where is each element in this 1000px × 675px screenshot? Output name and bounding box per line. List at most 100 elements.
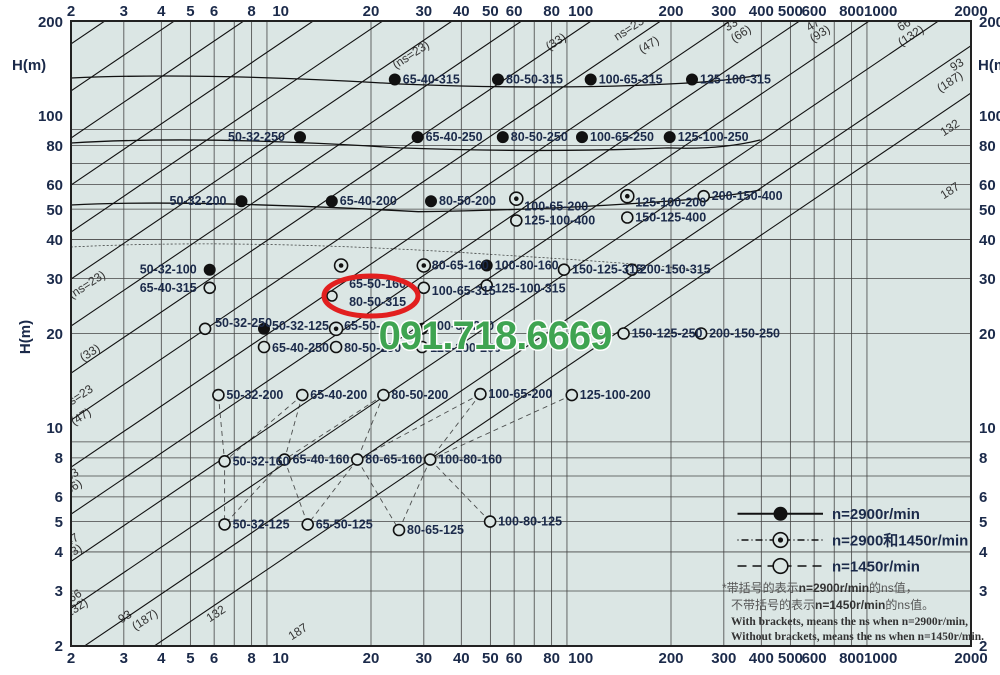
svg-text:1000: 1000 [864, 3, 897, 20]
svg-text:30: 30 [415, 650, 432, 667]
svg-text:125-100-250: 125-100-250 [678, 130, 749, 144]
svg-text:With brackets, means the ns wh: With brackets, means the ns when n=2900r… [731, 616, 968, 628]
svg-text:100-65-200: 100-65-200 [524, 200, 588, 214]
svg-text:不带括号的表示n=1450r/min的ns值。: 不带括号的表示n=1450r/min的ns值。 [731, 597, 934, 612]
svg-text:125-100-400: 125-100-400 [524, 214, 595, 228]
svg-text:400: 400 [749, 3, 774, 20]
svg-text:6: 6 [210, 3, 218, 20]
svg-text:6: 6 [55, 489, 63, 506]
svg-text:150-125-250: 150-125-250 [632, 327, 703, 341]
svg-text:80-50-200: 80-50-200 [391, 388, 448, 402]
svg-text:H(m): H(m) [12, 57, 46, 74]
svg-text:500: 500 [778, 3, 803, 20]
svg-text:125-100-315: 125-100-315 [700, 73, 771, 87]
svg-text:40: 40 [453, 650, 470, 667]
svg-text:800: 800 [839, 650, 864, 667]
svg-text:65-40-160: 65-40-160 [293, 453, 350, 467]
svg-text:8: 8 [55, 450, 63, 467]
svg-text:50-32-125: 50-32-125 [233, 517, 290, 531]
svg-text:80-65-160: 80-65-160 [432, 259, 489, 273]
svg-text:80-65-125: 80-65-125 [407, 523, 464, 537]
svg-text:4: 4 [55, 544, 64, 561]
svg-text:2: 2 [67, 650, 75, 667]
svg-text:600: 600 [802, 3, 827, 20]
svg-text:2: 2 [55, 638, 63, 655]
svg-text:125-100-200: 125-100-200 [580, 388, 651, 402]
svg-text:50: 50 [482, 650, 499, 667]
svg-text:20: 20 [363, 3, 380, 20]
svg-text:60: 60 [46, 177, 63, 194]
svg-text:100-80-125: 100-80-125 [498, 515, 562, 529]
svg-text:65-50-: 65-50- [344, 319, 380, 333]
svg-text:10: 10 [46, 420, 63, 437]
svg-text:n=2900r/min: n=2900r/min [832, 506, 920, 523]
svg-text:80-50-315: 80-50-315 [349, 295, 406, 309]
svg-text:150-125-400: 150-125-400 [635, 211, 706, 225]
svg-text:n=2900和1450r/min: n=2900和1450r/min [832, 533, 968, 550]
svg-text:50-32-250: 50-32-250 [215, 316, 272, 330]
svg-text:100: 100 [979, 108, 1000, 125]
svg-text:600: 600 [802, 650, 827, 667]
svg-text:20: 20 [363, 650, 380, 667]
svg-text:60: 60 [506, 650, 523, 667]
svg-text:20: 20 [46, 326, 63, 343]
svg-text:200: 200 [979, 14, 1000, 31]
svg-text:65-40-315: 65-40-315 [140, 281, 197, 295]
svg-text:200-150-315: 200-150-315 [640, 263, 711, 277]
svg-text:30: 30 [46, 271, 63, 288]
svg-text:4: 4 [157, 3, 166, 20]
svg-text:80: 80 [543, 650, 560, 667]
svg-text:5: 5 [186, 3, 194, 20]
svg-text:8: 8 [979, 450, 987, 467]
svg-text:20: 20 [979, 326, 996, 343]
svg-text:100-65-250: 100-65-250 [590, 130, 654, 144]
svg-text:80: 80 [46, 138, 63, 155]
svg-text:50-32-250: 50-32-250 [228, 130, 285, 144]
svg-text:50: 50 [46, 202, 63, 219]
svg-text:65-50-125: 65-50-125 [316, 517, 373, 531]
svg-text:50-32-200: 50-32-200 [170, 194, 227, 208]
svg-text:60: 60 [979, 177, 996, 194]
svg-text:3: 3 [979, 583, 987, 600]
svg-text:8: 8 [247, 650, 255, 667]
svg-text:4: 4 [157, 650, 166, 667]
svg-text:100-65-200: 100-65-200 [488, 387, 552, 401]
svg-text:400: 400 [749, 650, 774, 667]
svg-text:10: 10 [272, 3, 289, 20]
svg-text:200-150-250: 200-150-250 [709, 327, 780, 341]
svg-text:100-80-160: 100-80-160 [495, 259, 559, 273]
svg-text:200: 200 [38, 14, 63, 31]
svg-text:80-65-160: 80-65-160 [365, 453, 422, 467]
svg-text:50: 50 [482, 3, 499, 20]
svg-text:3: 3 [120, 3, 128, 20]
svg-text:150-125-315: 150-125-315 [572, 263, 643, 277]
svg-text:80: 80 [979, 138, 996, 155]
svg-text:125-100-200: 125-100-200 [635, 196, 706, 210]
svg-text:H(m): H(m) [978, 57, 1000, 74]
svg-text:300: 300 [711, 650, 736, 667]
svg-text:60: 60 [506, 3, 523, 20]
svg-text:65-40-250: 65-40-250 [426, 130, 483, 144]
svg-text:10: 10 [979, 420, 996, 437]
svg-text:80-50-315: 80-50-315 [506, 73, 563, 87]
svg-text:091.718.6669: 091.718.6669 [379, 314, 612, 358]
svg-text:*带括号的表示n=2900r/min的ns值，: *带括号的表示n=2900r/min的ns值， [722, 580, 918, 595]
svg-text:125-100-315: 125-100-315 [495, 281, 566, 295]
svg-text:800: 800 [839, 3, 864, 20]
svg-text:50-32-125: 50-32-125 [272, 319, 329, 333]
svg-text:30: 30 [415, 3, 432, 20]
svg-text:50-32-200: 50-32-200 [226, 388, 283, 402]
svg-text:50-32-160: 50-32-160 [233, 454, 290, 468]
svg-text:30: 30 [979, 271, 996, 288]
svg-text:100: 100 [38, 108, 63, 125]
svg-text:5: 5 [979, 514, 987, 531]
svg-text:5: 5 [186, 650, 194, 667]
svg-text:6: 6 [210, 650, 218, 667]
svg-text:100-65-315: 100-65-315 [599, 73, 663, 87]
svg-text:300: 300 [711, 3, 736, 20]
svg-text:65-40-315: 65-40-315 [403, 73, 460, 87]
svg-text:200: 200 [658, 3, 683, 20]
svg-text:200-150-400: 200-150-400 [712, 189, 783, 203]
svg-text:n=1450r/min: n=1450r/min [832, 559, 920, 576]
svg-text:H(m): H(m) [17, 320, 34, 354]
